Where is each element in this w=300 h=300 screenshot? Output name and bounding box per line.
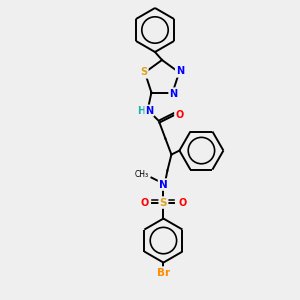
Text: N: N [146,106,154,116]
Text: S: S [140,68,147,77]
Text: H: H [137,106,146,116]
Text: Br: Br [157,268,170,278]
Text: O: O [140,198,148,208]
Text: S: S [160,198,167,208]
Text: N: N [169,88,178,99]
Text: N: N [159,180,168,190]
Text: N: N [176,66,184,76]
Text: CH₃: CH₃ [134,170,148,179]
Text: O: O [178,198,187,208]
Text: O: O [175,110,184,120]
